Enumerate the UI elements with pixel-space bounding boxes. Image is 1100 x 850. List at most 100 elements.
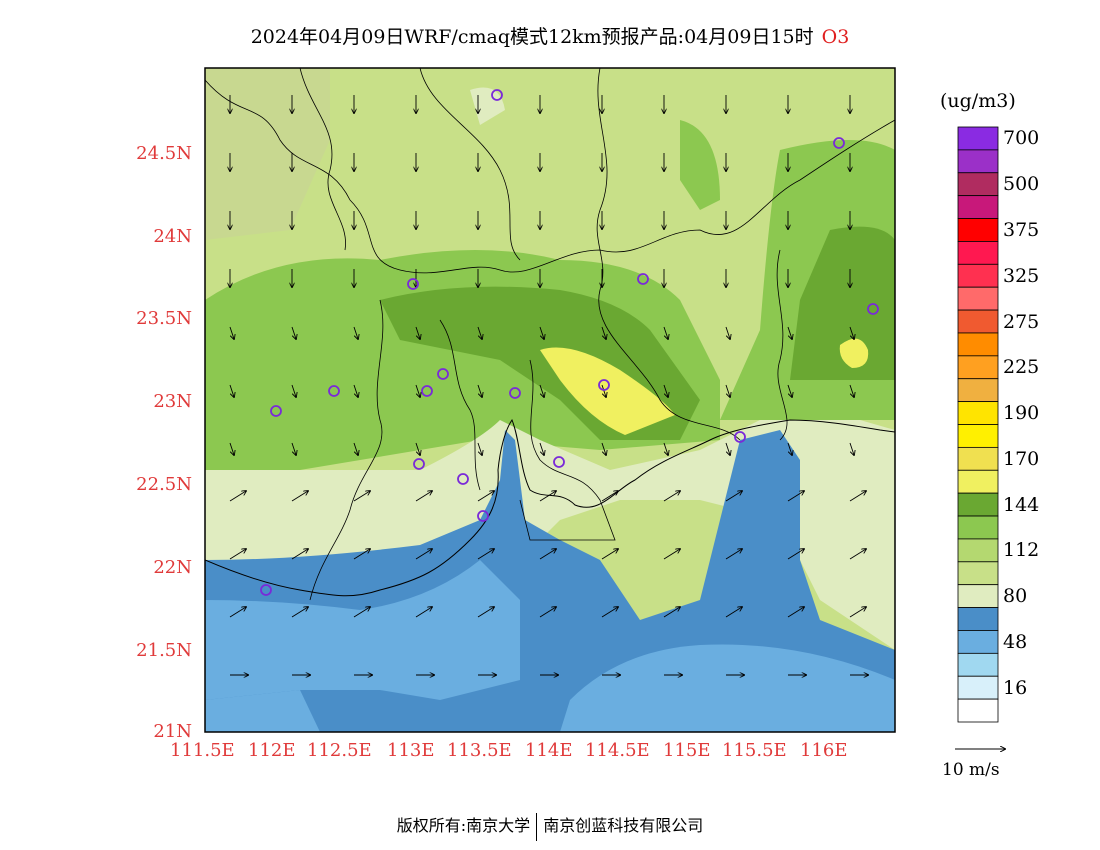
colorbar-label: 275 <box>1003 310 1040 333</box>
wind-vector <box>477 384 482 397</box>
wind-vector <box>725 326 730 339</box>
wind-vector <box>539 491 556 502</box>
colorbar-swatch <box>957 538 999 563</box>
wind-vector <box>229 442 234 455</box>
station-marker <box>260 584 272 596</box>
wind-vector <box>539 607 556 618</box>
colorbar-swatch <box>957 126 999 151</box>
wind-vector <box>415 549 432 560</box>
colorbar-label: 112 <box>1003 539 1040 562</box>
wind-vector <box>291 491 308 502</box>
colorbar-swatch <box>957 263 999 288</box>
colorbar-swatch <box>957 492 999 517</box>
wind-vector <box>787 491 804 502</box>
wind-vector <box>725 384 730 397</box>
wind-vector <box>663 384 668 397</box>
wind-vector <box>787 326 792 339</box>
wind-vector <box>415 491 432 502</box>
colorbar-swatch <box>957 149 999 174</box>
x-tick-label: 112.5E <box>307 740 372 761</box>
wind-vector <box>415 384 420 397</box>
colorbar-swatch <box>957 401 999 425</box>
title-variable: O3 <box>821 26 850 48</box>
colorbar-label: 500 <box>1003 173 1040 196</box>
wind-vector <box>291 326 296 339</box>
wind-vector <box>849 326 854 339</box>
company-text: 南京创蓝科技有限公司 <box>543 816 704 835</box>
wind-vector <box>663 326 668 339</box>
colorbar-label: 375 <box>1003 218 1040 241</box>
wind-vector <box>725 607 742 618</box>
x-tick-label: 111.5E <box>170 740 235 761</box>
wind-vector <box>539 326 544 339</box>
wind-vector <box>353 491 370 502</box>
x-tick-label: 114.5E <box>585 740 650 761</box>
y-tick-label: 24N <box>153 226 192 247</box>
wind-vector <box>291 549 308 560</box>
wind-vectors <box>230 95 868 675</box>
y-tick-label: 22.5N <box>136 474 192 495</box>
station-marker <box>477 510 489 522</box>
wind-vector <box>477 326 482 339</box>
colorbar-swatch <box>957 446 999 471</box>
wind-vector <box>415 326 420 339</box>
wind-vector <box>229 607 246 618</box>
colorbar-swatch <box>957 332 999 357</box>
wind-vector <box>477 491 494 502</box>
colorbar-swatch <box>957 378 999 403</box>
wind-vector <box>849 442 854 455</box>
wind-vector <box>787 384 792 397</box>
colorbar-swatch <box>957 469 999 494</box>
wind-vector <box>353 607 370 618</box>
station-markers <box>260 89 879 596</box>
wind-vector <box>477 549 494 560</box>
wind-vector <box>601 607 618 618</box>
wind-vector <box>849 384 854 397</box>
colorbar-swatch <box>957 584 999 608</box>
y-tick-label: 23.5N <box>136 308 192 329</box>
colorbar-label: 170 <box>1003 447 1040 470</box>
colorbar-swatch <box>957 698 999 723</box>
colorbar-label: 190 <box>1003 402 1040 425</box>
station-marker <box>457 473 469 485</box>
wind-vector <box>291 384 296 397</box>
footer-divider <box>536 812 538 841</box>
x-tick-label: 114E <box>525 740 573 761</box>
station-marker <box>328 385 340 397</box>
station-marker <box>437 368 449 380</box>
y-tick-label: 23N <box>153 391 192 412</box>
colorbar-label: 16 <box>1003 676 1028 699</box>
vector-reference-label: 10 m/s <box>942 760 1000 780</box>
wind-vector <box>229 384 234 397</box>
wind-vector <box>601 384 606 397</box>
y-tick-label: 24.5N <box>136 143 192 164</box>
colorbar-swatch <box>957 630 999 654</box>
wind-vector <box>291 442 296 455</box>
wind-vector <box>849 607 866 618</box>
station-marker <box>598 379 610 391</box>
station-marker <box>637 273 649 285</box>
wind-vector <box>725 491 742 502</box>
footer: 版权所有:南京大学 南京创蓝科技有限公司 <box>0 812 1100 841</box>
wind-vector <box>539 442 544 455</box>
colorbar-swatch <box>957 241 999 265</box>
wind-vector <box>663 549 680 560</box>
title-text: 2024年04月09日WRF/cmaq模式12km预报产品:04月09日15时 <box>250 26 814 48</box>
wind-vector <box>353 384 358 397</box>
colorbar-swatch <box>957 561 999 586</box>
wind-vector <box>787 442 792 455</box>
colorbar-swatch <box>957 195 999 219</box>
x-tick-label: 113E <box>387 740 435 761</box>
wind-vector <box>477 442 482 455</box>
wind-vector <box>539 384 544 397</box>
wind-vector <box>849 491 866 502</box>
colorbar-label: 48 <box>1003 630 1028 653</box>
station-marker <box>509 387 521 399</box>
wind-vector <box>787 607 804 618</box>
wind-vector <box>353 549 370 560</box>
colorbar-swatch <box>957 355 999 380</box>
wind-vector <box>725 442 730 455</box>
y-tick-label: 22N <box>153 557 192 578</box>
y-tick-label: 21.5N <box>136 640 192 661</box>
